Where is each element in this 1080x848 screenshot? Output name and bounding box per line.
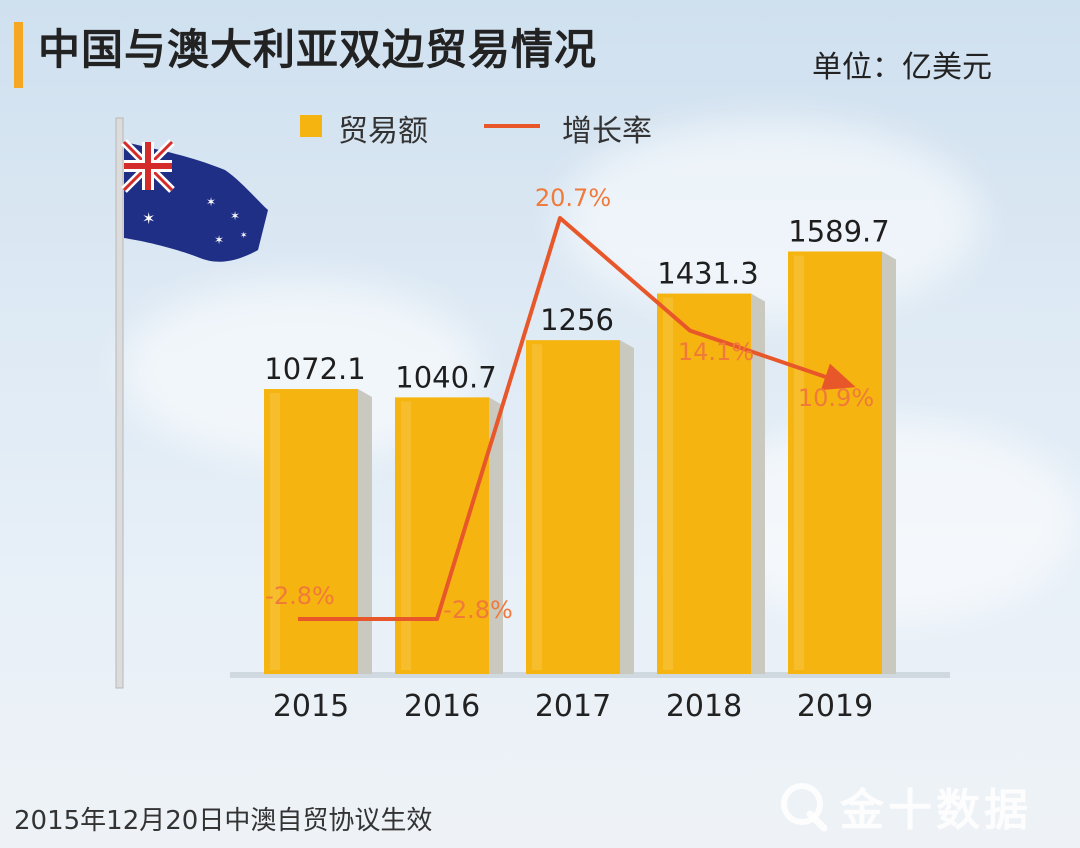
- bar-highlight: [401, 401, 411, 670]
- growth-rate-label: -2.8%: [265, 582, 335, 610]
- bar-highlight: [663, 297, 673, 670]
- title-accent-bar: [14, 22, 23, 88]
- legend-line-swatch: [484, 124, 540, 128]
- footer-note: 2015年12月20日中澳自贸协议生效: [14, 806, 433, 836]
- page-title: 中国与澳大利亚双边贸易情况: [38, 25, 598, 74]
- growth-rate-arrow: [820, 363, 856, 391]
- ground-shadow: [230, 672, 950, 678]
- watermark-logo-icon: [781, 783, 828, 832]
- bar-value-label: 1589.7: [788, 214, 889, 248]
- bar-2015: [264, 389, 358, 674]
- bar-2016: [395, 397, 489, 674]
- legend-bar-label: 贸易额: [338, 114, 428, 149]
- growth-rate-label: 14.1%: [678, 338, 754, 366]
- growth-rate-line: [298, 216, 851, 621]
- bar-highlight: [794, 255, 804, 670]
- x-tick-label: 2017: [535, 689, 611, 724]
- bar-side: [751, 293, 765, 674]
- bar-highlight: [532, 344, 542, 670]
- bar-value-label: 1072.1: [264, 352, 365, 386]
- australia-flag-icon: ✶ ✶ ✶ ✶ ✶: [115, 117, 268, 689]
- x-tick-label: 2016: [404, 689, 480, 724]
- bar-2018: [657, 293, 751, 674]
- x-tick-label: 2019: [797, 689, 873, 724]
- svg-text:✶: ✶: [214, 233, 224, 247]
- bar-2017: [526, 340, 620, 674]
- bar-value-label: 1431.3: [657, 257, 758, 291]
- legend-bar-swatch: [300, 115, 322, 137]
- svg-text:✶: ✶: [230, 209, 240, 223]
- x-tick-label: 2018: [666, 689, 742, 724]
- svg-text:✶: ✶: [142, 209, 155, 228]
- growth-rate-label: -2.8%: [443, 596, 513, 624]
- legend-line-label: 增长率: [562, 114, 652, 149]
- bar-value-label: 1040.7: [395, 360, 496, 394]
- bar-side: [358, 389, 372, 674]
- bar-side: [882, 251, 896, 674]
- bar-side: [489, 397, 503, 674]
- bar-highlight: [270, 393, 280, 670]
- bar-side: [620, 340, 634, 674]
- bar-2019: [788, 251, 882, 674]
- svg-text:✶: ✶: [240, 231, 248, 241]
- growth-rate-label: 20.7%: [535, 184, 611, 212]
- unit-label: 单位：亿美元: [812, 50, 992, 85]
- bar-value-label: 1256: [540, 303, 614, 337]
- watermark-text: 金十数据: [840, 785, 1032, 836]
- background-cloud: [560, 120, 980, 320]
- x-tick-label: 2015: [273, 689, 349, 724]
- svg-text:✶: ✶: [206, 195, 216, 209]
- growth-rate-label: 10.9%: [798, 384, 874, 412]
